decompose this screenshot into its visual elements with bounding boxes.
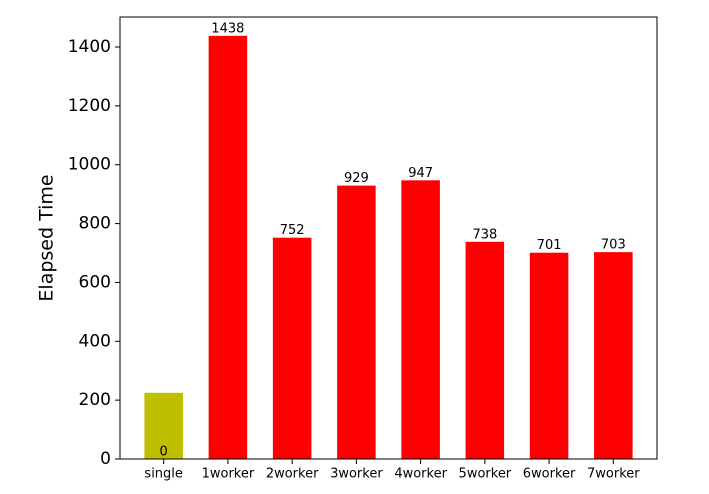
plot-frame [119, 16, 658, 460]
x-tick-label: 5worker [459, 467, 512, 482]
y-tick-label: 400 [79, 331, 111, 351]
x-tick-label: 4worker [394, 467, 447, 482]
y-tick-label: 0 [100, 449, 111, 469]
bar [401, 180, 440, 459]
data-label: 0 [160, 445, 168, 460]
x-tick-label: 1worker [202, 467, 255, 482]
data-label: 703 [601, 238, 626, 253]
x-tick-label: 3worker [330, 467, 383, 482]
y-tick-label: 800 [79, 214, 111, 234]
y-tick-label: 1200 [68, 96, 111, 116]
bar [208, 35, 248, 459]
bar [594, 252, 633, 459]
bar [465, 241, 505, 459]
bar [529, 252, 569, 459]
data-label: 738 [472, 227, 497, 242]
data-label: 929 [344, 171, 369, 186]
x-tick-label: 6worker [523, 467, 576, 482]
data-label: 1438 [211, 21, 244, 36]
y-tick-label: 1400 [68, 37, 111, 57]
y-tick-label: 1000 [68, 155, 111, 175]
data-label: 947 [408, 166, 433, 181]
bar [144, 392, 183, 459]
x-tick-label: single [144, 467, 183, 482]
data-label: 752 [280, 223, 305, 238]
data-label: 701 [537, 238, 562, 253]
y-tick-label: 200 [79, 390, 111, 410]
y-tick-label: 600 [79, 272, 111, 292]
x-tick-label: 2worker [266, 467, 319, 482]
bar [337, 185, 376, 459]
bar [272, 237, 312, 459]
y-axis-label: Elapsed Time [36, 174, 58, 301]
x-tick-label: 7worker [587, 467, 640, 482]
